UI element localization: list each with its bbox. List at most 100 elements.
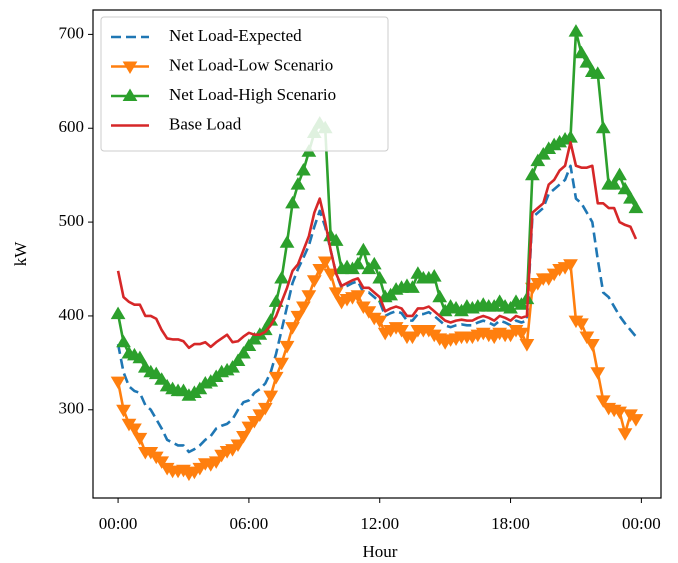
y-axis-label: kW [11,241,30,267]
marker [372,270,388,284]
marker [574,318,589,331]
marker [628,414,644,427]
marker [394,324,409,338]
marker [595,120,611,134]
marker [432,289,448,303]
y-tick-label: 500 [59,211,85,230]
marker [595,395,611,408]
plot-frame [92,9,662,499]
y-tick-label: 300 [59,399,85,418]
marker [306,275,322,288]
marker [312,263,328,277]
marker [426,269,442,282]
x-axis-label: Hour [363,542,398,561]
marker [241,421,257,435]
marker [617,181,633,195]
marker [290,177,306,190]
marker [612,406,627,420]
marker [355,242,371,256]
legend-marker [122,61,138,74]
marker [584,339,600,352]
marker [612,167,627,181]
marker [366,256,382,270]
marker [257,402,273,416]
marker [154,372,170,385]
marker [623,191,638,204]
marker [530,153,546,167]
series-line [116,164,637,454]
marker [230,439,246,452]
marker [285,322,300,335]
marker [514,327,529,341]
marker [568,24,584,37]
marker [628,200,644,214]
x-tick-label: 06:00 [230,514,269,533]
series-line [116,141,638,350]
marker [263,390,279,404]
marker [274,357,289,371]
marker [268,294,284,307]
marker [241,338,257,352]
marker [279,340,295,354]
marker [154,456,170,469]
legend-label: Base Load [169,114,242,133]
marker [503,300,518,314]
legend-box [100,16,389,152]
marker [230,353,246,367]
marker [579,331,595,345]
marker [372,315,388,329]
marker [127,423,142,437]
x-tick-label: 00:00 [622,514,661,533]
marker [301,290,317,303]
marker [350,290,366,303]
marker [148,366,164,380]
legend-label: Net Load-Expected [169,26,302,45]
x-tick-label: 18:00 [491,514,530,533]
x-tick-label: 12:00 [360,514,399,533]
marker [606,177,622,190]
marker [132,350,148,364]
y-tick-label: 400 [59,305,85,324]
marker [274,270,289,284]
marker [574,45,589,59]
marker [524,167,540,181]
marker [563,259,578,272]
legend-label: Net Load-Low Scenario [169,55,333,74]
marker [590,66,606,79]
marker [252,409,268,422]
marker [285,195,300,209]
marker [290,310,306,324]
marker [328,287,344,300]
marker [405,331,420,345]
marker [350,256,366,270]
marker [617,428,633,441]
marker [361,306,377,319]
marker [328,233,344,246]
marker [405,280,420,293]
marker [579,55,595,68]
marker [519,339,535,352]
marker [132,432,148,446]
marker [208,456,224,469]
marker [116,404,131,418]
x-tick-label: 00:00 [99,514,138,533]
y-tick-label: 700 [59,23,85,42]
marker [323,268,339,282]
marker [296,162,311,176]
y-tick-label: 600 [59,117,85,136]
legend-marker [122,88,138,102]
marker [279,235,295,248]
marker [236,345,251,359]
marker [296,301,311,315]
marker [110,376,126,390]
marker [225,360,240,373]
marker [317,256,333,269]
marker [110,306,126,320]
marker [246,415,262,429]
legend-label: Net Load-High Scenario [169,85,336,104]
marker [116,334,131,348]
marker [268,371,284,385]
marker [236,431,251,444]
